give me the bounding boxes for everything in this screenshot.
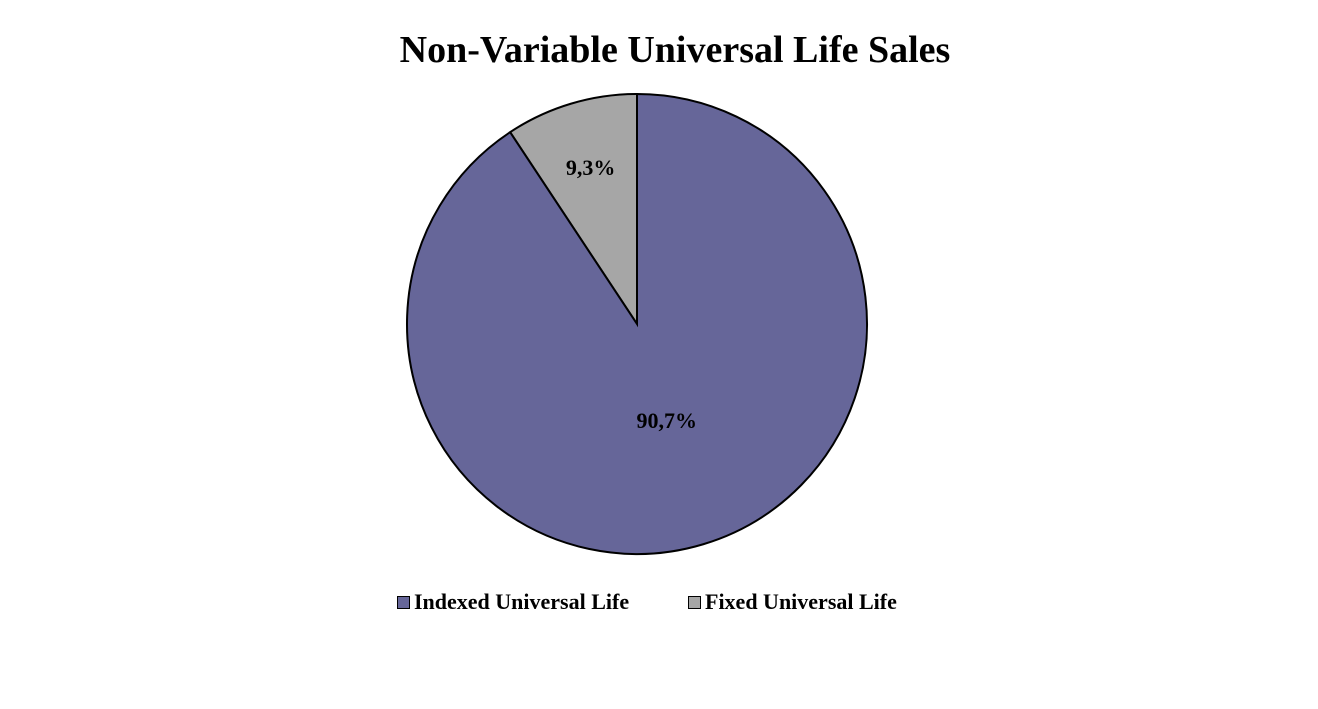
chart-title: Non-Variable Universal Life Sales	[399, 29, 951, 71]
legend-label-fixed: Fixed Universal Life	[705, 589, 897, 614]
legend-item-indexed-universal-life: Indexed Universal Life	[397, 589, 629, 615]
legend-label-indexed: Indexed Universal Life	[414, 589, 630, 614]
pie-data-labels: 9,3% 90,7%	[566, 155, 697, 433]
data-label-fixed-universal-life: 9,3%	[566, 155, 616, 180]
pie-slices	[405, 92, 868, 555]
data-label-indexed-universal-life: 90,7%	[637, 408, 698, 433]
legend-swatch-fixed	[688, 595, 701, 609]
pie-slice-indexed-universal-life	[405, 92, 868, 555]
pie-slice-fixed-universal-life	[508, 92, 638, 328]
legend-item-fixed-universal-life: Fixed Universal Life	[688, 589, 897, 615]
legend-swatch-indexed	[397, 595, 410, 609]
legend: Indexed Universal Life Fixed Universal L…	[0, 589, 1318, 615]
